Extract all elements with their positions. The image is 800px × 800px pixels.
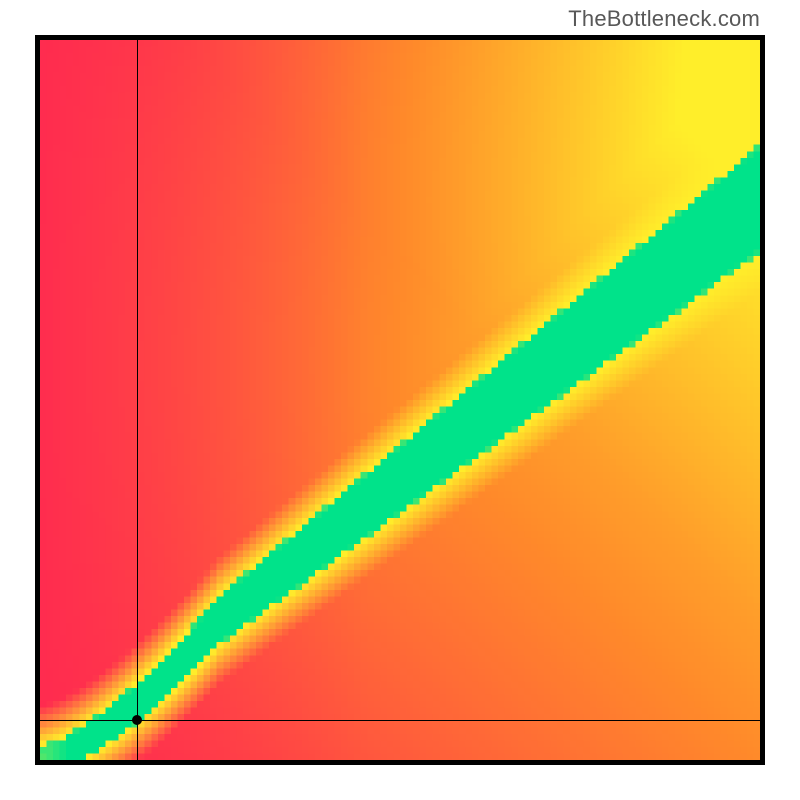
heatmap-canvas: [40, 40, 760, 760]
crosshair-horizontal: [40, 720, 760, 721]
heatmap-area: [40, 40, 760, 760]
plot-frame: [35, 35, 765, 765]
watermark-text: TheBottleneck.com: [568, 6, 760, 32]
crosshair-vertical: [137, 40, 138, 760]
crosshair-marker: [132, 715, 142, 725]
